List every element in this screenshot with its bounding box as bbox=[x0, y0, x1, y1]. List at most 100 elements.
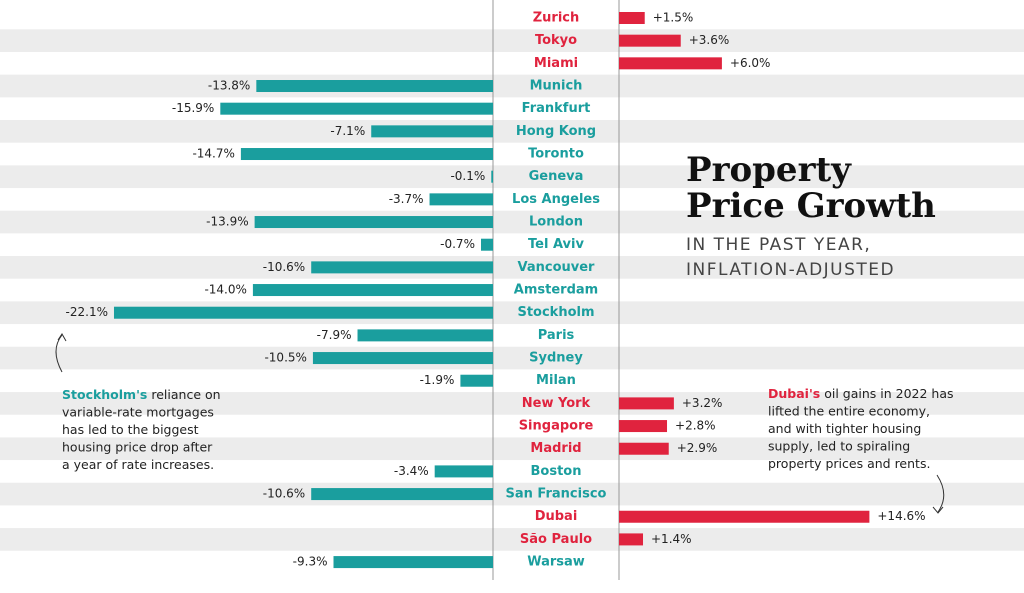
row-band bbox=[0, 437, 1024, 461]
row-band bbox=[0, 74, 1024, 98]
value-label: +2.8% bbox=[675, 419, 716, 433]
bar bbox=[240, 148, 493, 161]
bar bbox=[252, 284, 493, 297]
value-label: -3.7% bbox=[389, 192, 424, 206]
bar bbox=[220, 102, 493, 115]
annotation: a year of rate increases. bbox=[62, 457, 214, 472]
value-label: -15.9% bbox=[172, 101, 214, 115]
arrow bbox=[936, 474, 945, 513]
bar bbox=[113, 306, 494, 319]
row-band bbox=[0, 482, 1024, 506]
value-label: +6.0% bbox=[730, 56, 771, 70]
category-label: São Paulo bbox=[520, 532, 592, 547]
row-band bbox=[0, 528, 1024, 551]
value-label: -10.6% bbox=[263, 487, 305, 501]
annotation-text: variable-rate mortgages bbox=[62, 404, 214, 419]
value-label: -7.9% bbox=[317, 328, 352, 342]
bar bbox=[434, 465, 493, 478]
chart-title: Property Price Growth bbox=[686, 150, 936, 226]
bar bbox=[254, 216, 493, 229]
annotation-highlight: Dubai's bbox=[768, 386, 820, 401]
value-label: -0.1% bbox=[450, 169, 485, 183]
value-label: +2.9% bbox=[677, 441, 718, 455]
annotation-text: has led to the biggest bbox=[62, 422, 199, 437]
category-label: Singapore bbox=[519, 419, 594, 434]
annotation: lifted the entire economy, bbox=[768, 403, 930, 418]
value-label: -14.0% bbox=[204, 283, 246, 297]
category-label: Madrid bbox=[530, 441, 581, 456]
value-label: -13.9% bbox=[206, 215, 248, 229]
annotation-text: lifted the entire economy, bbox=[768, 403, 930, 418]
category-label: Tel Aviv bbox=[528, 237, 584, 252]
value-label: +3.2% bbox=[682, 396, 723, 410]
subtitle: INFLATION-ADJUSTED bbox=[686, 260, 895, 280]
category-label: Toronto bbox=[528, 147, 584, 162]
bar bbox=[619, 34, 681, 47]
row-band bbox=[0, 392, 1024, 415]
bar bbox=[619, 420, 668, 433]
bar bbox=[619, 57, 722, 70]
annotation: housing price drop after bbox=[62, 439, 213, 454]
bar bbox=[371, 125, 493, 138]
subtitle: IN THE PAST YEAR, bbox=[686, 235, 871, 255]
annotation-highlight: Stockholm's bbox=[62, 387, 147, 402]
category-label: Frankfurt bbox=[522, 101, 591, 116]
bar bbox=[619, 12, 645, 24]
bar bbox=[619, 442, 669, 455]
value-label: -10.6% bbox=[263, 260, 305, 274]
value-label: -7.1% bbox=[330, 124, 365, 138]
category-label: Milan bbox=[536, 373, 576, 388]
category-label: Boston bbox=[531, 464, 582, 479]
category-label: Dubai bbox=[535, 509, 578, 524]
arrow-head bbox=[932, 506, 944, 514]
arrow bbox=[55, 334, 63, 373]
category-label: Tokyo bbox=[535, 33, 577, 48]
bar bbox=[480, 238, 493, 251]
category-label: London bbox=[529, 215, 583, 230]
value-label: +1.5% bbox=[653, 11, 694, 25]
value-label: -9.3% bbox=[293, 555, 328, 569]
annotation: and with tighter housing bbox=[768, 421, 921, 436]
bar bbox=[460, 374, 493, 387]
row-band bbox=[0, 256, 1024, 279]
annotation-text: a year of rate increases. bbox=[62, 457, 214, 472]
category-label: Warsaw bbox=[527, 555, 585, 570]
row-band bbox=[0, 346, 1024, 370]
row-band bbox=[0, 29, 1024, 53]
arrow-head bbox=[57, 333, 67, 342]
value-label: -22.1% bbox=[66, 305, 108, 319]
annotation: Dubai's oil gains in 2022 has bbox=[768, 386, 954, 401]
bar bbox=[429, 193, 493, 206]
category-label: Zurich bbox=[533, 11, 580, 26]
bar bbox=[312, 352, 493, 365]
category-label: New York bbox=[522, 396, 591, 411]
annotation-text: reliance on bbox=[151, 387, 220, 402]
value-label: -10.5% bbox=[264, 351, 306, 365]
category-label: Munich bbox=[530, 79, 583, 94]
category-label: Vancouver bbox=[518, 260, 596, 275]
category-label: Miami bbox=[534, 56, 578, 71]
value-label: -0.7% bbox=[440, 237, 475, 251]
bar bbox=[491, 170, 493, 183]
value-label: -14.7% bbox=[192, 147, 234, 161]
value-label: -13.8% bbox=[208, 79, 250, 93]
annotation: property prices and rents. bbox=[768, 456, 930, 471]
bar bbox=[619, 510, 870, 523]
annotation: variable-rate mortgages bbox=[62, 404, 214, 419]
bar bbox=[619, 397, 674, 410]
bar bbox=[311, 261, 493, 274]
annotation-text: oil gains in 2022 has bbox=[824, 386, 953, 401]
row-band bbox=[0, 120, 1024, 143]
bar bbox=[619, 533, 644, 546]
category-label: Los Angeles bbox=[512, 192, 600, 207]
value-label: -3.4% bbox=[394, 464, 429, 478]
bar bbox=[256, 80, 493, 93]
category-label: Stockholm bbox=[517, 305, 594, 320]
annotation-text: property prices and rents. bbox=[768, 456, 930, 471]
annotation: supply, led to spiraling bbox=[768, 438, 910, 453]
value-label: +14.6% bbox=[877, 509, 925, 523]
category-label: San Francisco bbox=[506, 487, 607, 502]
category-label: Amsterdam bbox=[514, 283, 598, 298]
annotation: Stockholm's reliance on bbox=[62, 387, 221, 402]
